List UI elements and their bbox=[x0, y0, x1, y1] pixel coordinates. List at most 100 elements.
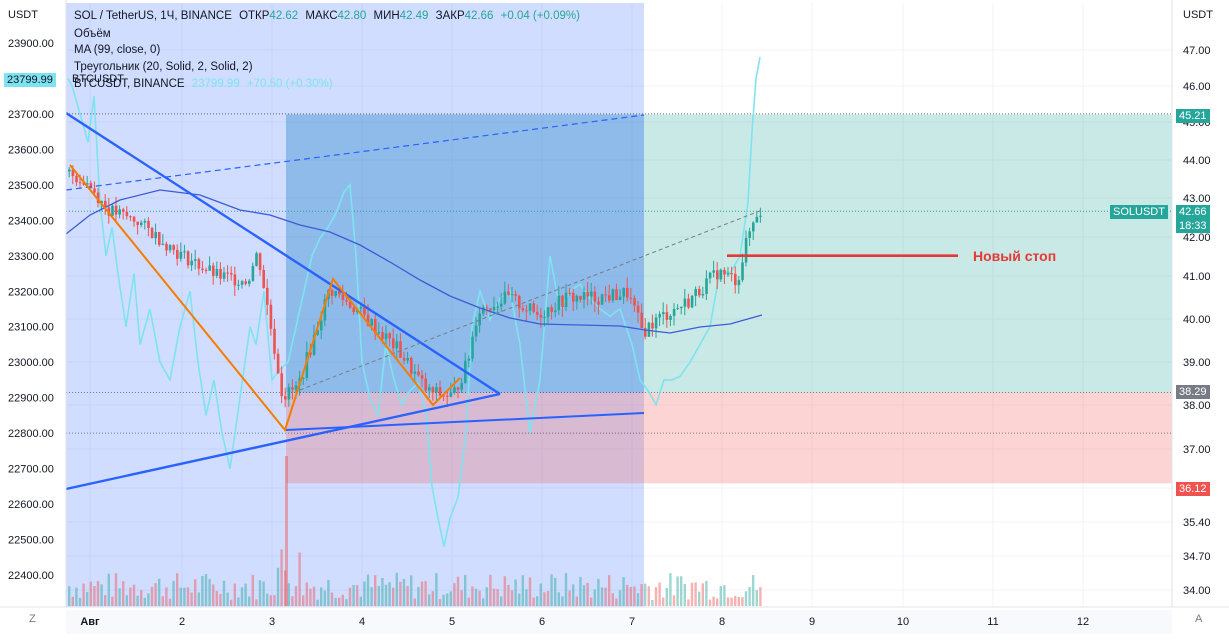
candle-body bbox=[604, 294, 607, 296]
candle-body bbox=[640, 312, 643, 329]
volume-bar bbox=[93, 586, 96, 606]
volume-bar bbox=[622, 577, 625, 606]
volume-bar bbox=[215, 590, 218, 606]
candle-body bbox=[755, 216, 759, 223]
candle-body bbox=[525, 310, 528, 312]
compare-label: BTCUSDT, BINANCE bbox=[74, 78, 185, 90]
candle-body bbox=[557, 295, 561, 311]
right-axis-tick: 38.00 bbox=[1183, 400, 1211, 412]
volume-bar bbox=[183, 587, 186, 606]
volume-bar bbox=[575, 596, 578, 606]
candle-body bbox=[600, 294, 604, 305]
compare-legend[interactable]: BTCUSDT, BINANCE 23799.99 +70.50 (+0.30%… bbox=[74, 78, 333, 90]
plot-area bbox=[66, 3, 1172, 607]
volume-bar bbox=[510, 590, 514, 606]
volume-bar bbox=[370, 587, 373, 606]
target-zone bbox=[286, 114, 1172, 393]
stop-badge: 36.12 bbox=[1176, 482, 1210, 496]
volume-bar bbox=[680, 576, 683, 606]
volume-bar bbox=[356, 585, 359, 606]
candle-body bbox=[744, 237, 748, 263]
auto-scale-button[interactable]: A bbox=[1195, 613, 1203, 625]
volume-bar bbox=[78, 597, 82, 606]
candle-body bbox=[737, 280, 741, 286]
candle-body bbox=[539, 314, 543, 318]
candle-body bbox=[323, 299, 327, 321]
volume-bar bbox=[658, 582, 661, 606]
candle-body bbox=[233, 274, 237, 286]
candle-body bbox=[78, 182, 82, 184]
candle-body bbox=[374, 319, 377, 334]
volume-bar bbox=[114, 573, 118, 606]
volume-bar bbox=[662, 597, 665, 606]
left-axis-tick: 23500.00 bbox=[8, 180, 54, 192]
candle-body bbox=[694, 288, 697, 296]
candle-body bbox=[723, 269, 726, 275]
price-badge-value: 42.66 bbox=[1179, 206, 1207, 218]
candle-body bbox=[741, 262, 744, 281]
timezone-button[interactable]: Z bbox=[29, 613, 36, 625]
candle-body bbox=[568, 292, 571, 294]
volume-bar bbox=[298, 552, 301, 606]
candle-body bbox=[158, 232, 161, 245]
candle-body bbox=[305, 352, 309, 378]
candle-body bbox=[676, 308, 679, 310]
price-badge: 42.66 18:33 bbox=[1176, 205, 1210, 233]
volume-bar bbox=[748, 587, 751, 606]
volume-bar bbox=[536, 596, 539, 606]
volume-bar bbox=[507, 584, 510, 606]
left-axis-panel bbox=[0, 0, 66, 641]
volume-bar bbox=[363, 581, 366, 606]
volume-bar bbox=[309, 588, 312, 606]
volume-bar bbox=[118, 588, 121, 606]
change-value: +0.04 (+0.09%) bbox=[500, 10, 580, 22]
candle-body bbox=[150, 228, 154, 239]
right-axis-tick: 35.40 bbox=[1183, 517, 1211, 529]
right-axis-tick: 47.00 bbox=[1183, 45, 1211, 57]
left-axis-tick: 23400.00 bbox=[8, 215, 54, 227]
volume-bar bbox=[582, 585, 586, 606]
candle-body bbox=[698, 288, 701, 296]
volume-bar bbox=[334, 597, 337, 606]
candle-body bbox=[420, 375, 424, 379]
candle-body bbox=[687, 298, 690, 308]
new-stop-annotation[interactable]: Новый стоп bbox=[973, 248, 1057, 264]
candle-body bbox=[204, 269, 208, 271]
volume-bar bbox=[381, 577, 384, 606]
volume-bar bbox=[590, 597, 593, 606]
candle-body bbox=[309, 352, 312, 355]
candle-body bbox=[183, 251, 186, 253]
volume-bar bbox=[611, 593, 614, 606]
candle-body bbox=[352, 307, 355, 313]
ma-legend[interactable]: MA (99, close, 0) bbox=[74, 44, 161, 56]
triangle-legend[interactable]: Треугольник (20, Solid, 2, Solid, 2) bbox=[74, 61, 253, 73]
candle-body bbox=[251, 265, 255, 281]
candle-body bbox=[384, 333, 388, 340]
volume-bar bbox=[636, 593, 640, 606]
volume-bar bbox=[197, 592, 200, 606]
right-axis-tick: 46.00 bbox=[1183, 81, 1211, 93]
candle-body bbox=[125, 211, 129, 217]
volume-bar bbox=[723, 585, 726, 606]
candle-body bbox=[82, 182, 85, 185]
candle-body bbox=[255, 253, 258, 266]
volume-bar bbox=[665, 587, 668, 606]
candle-body bbox=[118, 209, 121, 215]
volume-bar bbox=[546, 591, 550, 606]
candle-body bbox=[366, 314, 370, 326]
candle-body bbox=[546, 307, 550, 317]
volume-bar bbox=[147, 593, 150, 606]
candle-body bbox=[658, 314, 661, 318]
volume-bar bbox=[237, 597, 240, 606]
volume-bar bbox=[410, 575, 413, 606]
volume-bar bbox=[89, 581, 92, 606]
volume-bar bbox=[287, 583, 290, 606]
volume-bar bbox=[104, 595, 107, 606]
right-axis-tick: 42.00 bbox=[1183, 232, 1211, 244]
candle-body bbox=[608, 295, 611, 301]
volume-legend[interactable]: Объём bbox=[74, 28, 111, 40]
candle-body bbox=[654, 317, 658, 329]
volume-bar bbox=[474, 588, 478, 606]
volume-bar bbox=[194, 579, 197, 606]
